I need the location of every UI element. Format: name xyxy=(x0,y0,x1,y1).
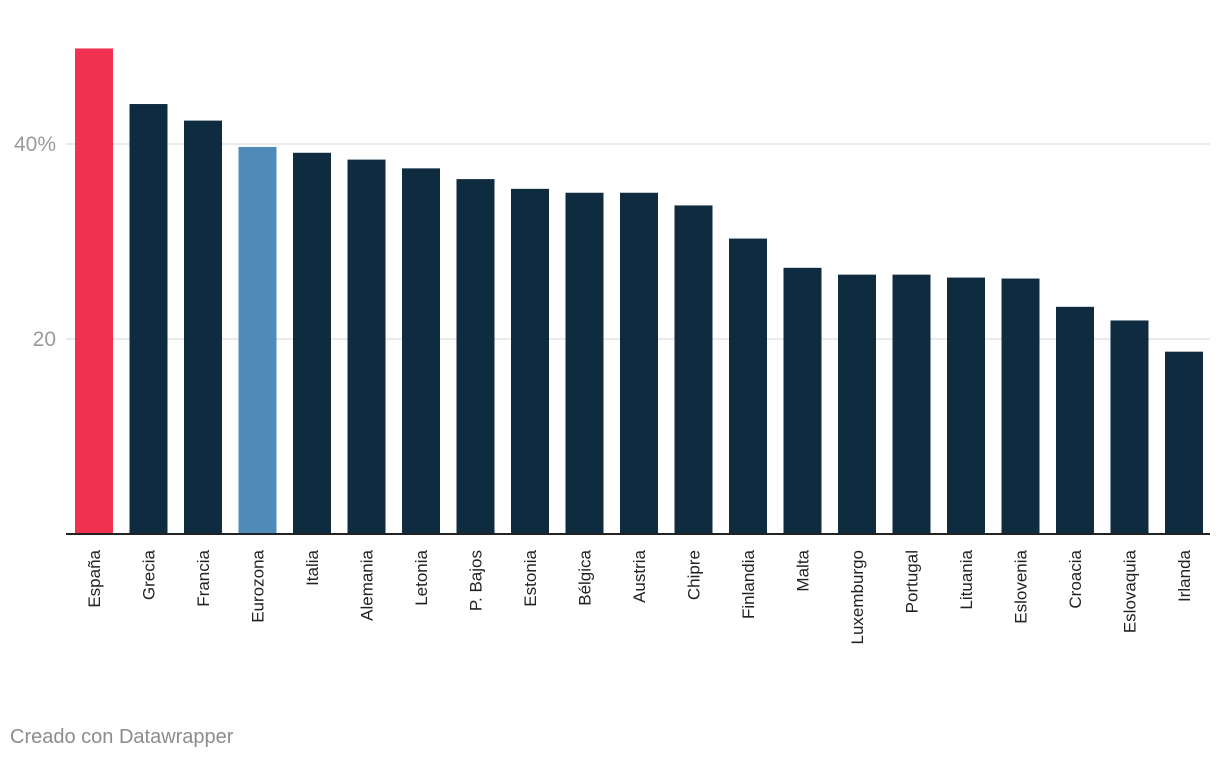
category-label: Croacia xyxy=(1066,549,1085,608)
bar xyxy=(947,277,985,534)
bar xyxy=(729,238,767,534)
category-label: Grecia xyxy=(140,549,159,600)
category-label: Italia xyxy=(303,549,322,585)
bar xyxy=(402,168,440,534)
bar xyxy=(1056,306,1094,534)
category-label: Lituania xyxy=(957,549,976,609)
category-label: Chipre xyxy=(685,550,704,600)
category-label: Eurozona xyxy=(249,549,268,622)
category-label: Luxemburgo xyxy=(848,550,867,645)
bar xyxy=(129,104,168,535)
category-label: Estonia xyxy=(521,549,540,606)
bar xyxy=(75,48,113,534)
bar xyxy=(565,192,604,534)
bar xyxy=(456,179,495,534)
bar xyxy=(783,267,822,534)
y-tick-label: 40% xyxy=(14,133,56,156)
bar xyxy=(1001,278,1040,534)
credit-footer: Creado con Datawrapper xyxy=(10,726,234,748)
bar xyxy=(1110,320,1149,534)
bar xyxy=(184,120,222,534)
bar xyxy=(511,188,549,534)
bar xyxy=(238,146,277,535)
category-label: Francia xyxy=(194,549,213,606)
category-label: P. Bajos xyxy=(467,550,486,611)
category-label: Alemania xyxy=(358,549,377,620)
category-label: Austria xyxy=(630,549,649,602)
category-label: Eslovaquia xyxy=(1121,549,1140,633)
category-label: Finlandia xyxy=(739,549,758,619)
category-label: España xyxy=(85,549,104,607)
category-label: Irlanda xyxy=(1175,549,1194,602)
y-axis-ticks: 20 40% xyxy=(14,133,56,351)
bar xyxy=(838,274,876,534)
bar xyxy=(347,159,386,534)
y-tick-label: 20 xyxy=(33,328,56,351)
bar xyxy=(293,152,331,534)
category-label: Malta xyxy=(794,549,813,591)
category-labels: España Grecia Francia Eurozona Italia Alemani… xyxy=(85,549,1194,644)
bar xyxy=(1165,351,1203,534)
category-label: Portugal xyxy=(903,550,922,613)
category-label: Bélgica xyxy=(576,549,595,605)
category-label: Eslovenia xyxy=(1012,549,1031,623)
bar xyxy=(620,192,658,534)
bar xyxy=(674,205,713,535)
bars xyxy=(75,48,1203,535)
bar xyxy=(892,274,931,534)
category-label: Letonia xyxy=(412,549,431,605)
